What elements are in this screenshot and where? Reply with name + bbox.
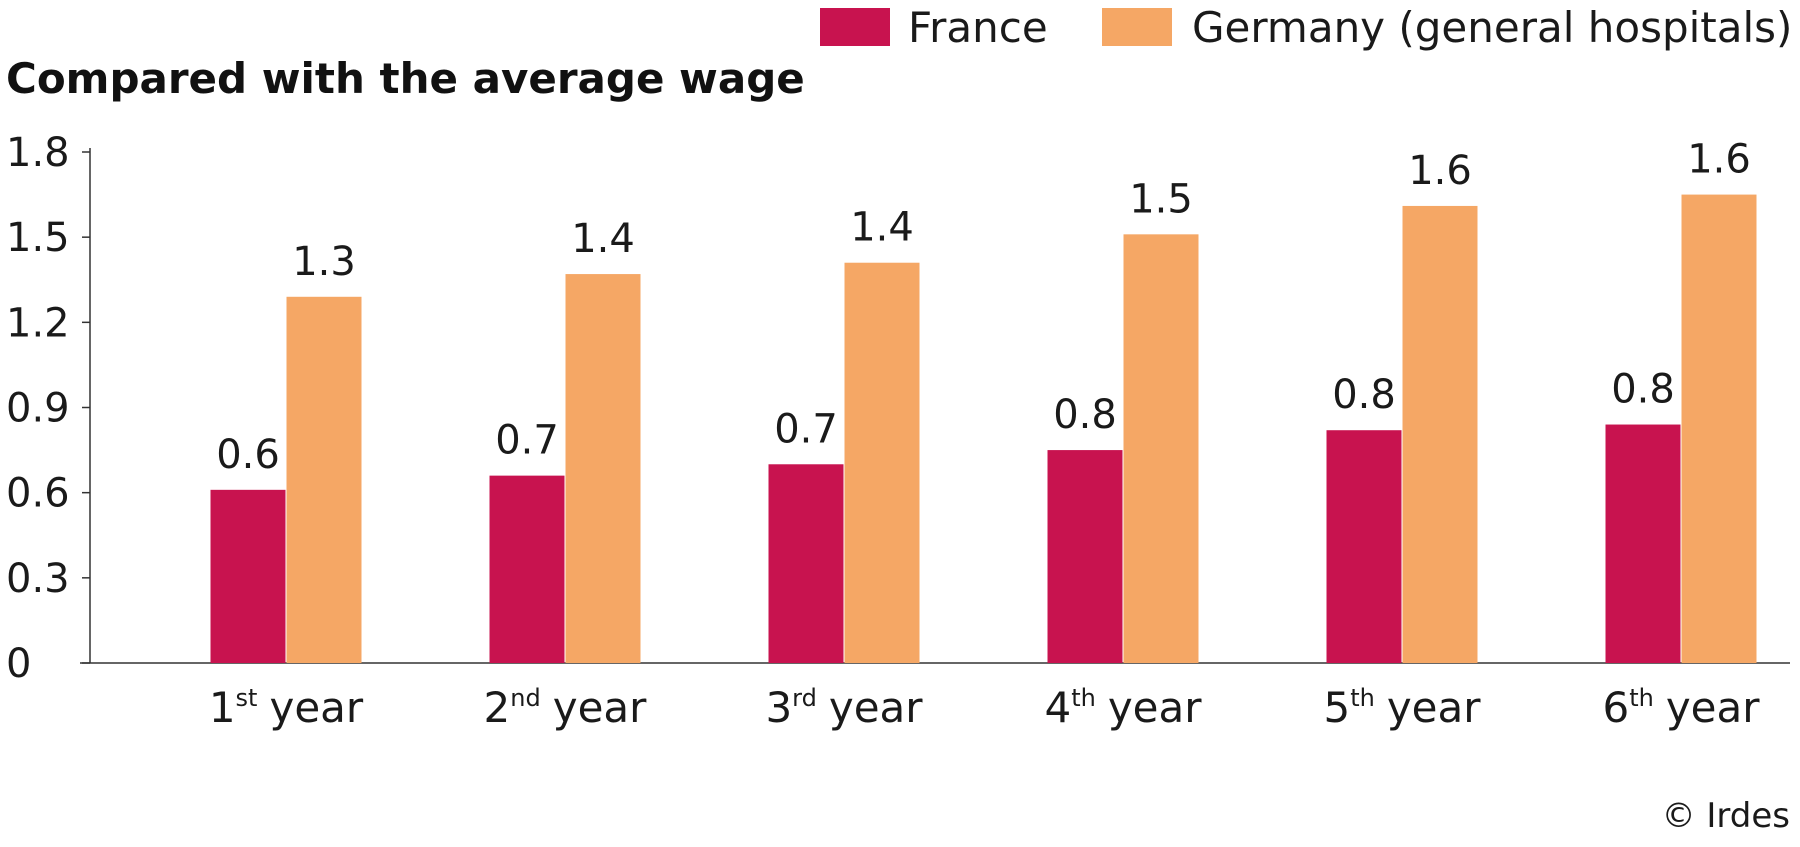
- bars: 0.6 1.3 0.7 1.4 0.7 1.4 0.8 1.5 0.8 1.6 0.8 1.6: [210, 137, 1757, 664]
- bar-germany: [565, 274, 641, 663]
- x-tick-ordinal: th: [1350, 684, 1375, 712]
- x-tick-ordinal: th: [1071, 684, 1096, 712]
- bar-germany: [1681, 194, 1757, 664]
- copyright-credit: © Irdes: [1662, 796, 1790, 836]
- data-label: 1.4: [850, 205, 914, 251]
- bar-germany: [286, 296, 362, 663]
- x-tick-word: year: [269, 683, 363, 732]
- bar-germany: [1123, 234, 1199, 664]
- y-tick-label: 1.2: [6, 300, 70, 346]
- data-label: 0.8: [1053, 392, 1117, 438]
- x-tick-ordinal: st: [236, 684, 258, 712]
- data-label: 0.8: [1611, 367, 1675, 413]
- x-tick-word: year: [1108, 683, 1202, 732]
- x-tick-word: year: [829, 683, 923, 732]
- x-tick-label: 2nd year: [484, 683, 648, 732]
- x-tick-word: year: [1666, 683, 1760, 732]
- x-tick-word: year: [1387, 683, 1481, 732]
- x-axis-labels: 1st year 2nd year 3rd year 4th year 5th year 6th ye…: [209, 683, 1760, 732]
- y-tick-label: 0.9: [6, 386, 70, 432]
- data-label: 1.6: [1687, 137, 1751, 183]
- data-label: 0.8: [1332, 372, 1396, 418]
- chart-title: Compared with the average wage: [6, 54, 805, 103]
- bar-france: [1326, 430, 1402, 663]
- legend-label-germany: Germany (general hospitals): [1192, 3, 1792, 52]
- legend-label-france: France: [908, 3, 1048, 52]
- x-tick-label: 5th year: [1323, 683, 1481, 732]
- y-tick-label: 0: [6, 641, 31, 687]
- data-label: 0.6: [216, 432, 280, 478]
- data-label: 1.4: [571, 216, 635, 262]
- bar-germany: [1402, 205, 1478, 663]
- x-tick-number: 5: [1323, 683, 1350, 732]
- x-tick-label: 3rd year: [765, 683, 923, 732]
- x-tick-number: 4: [1044, 683, 1071, 732]
- data-label: 1.3: [292, 239, 356, 285]
- x-tick-word: year: [553, 683, 647, 732]
- data-label: 1.5: [1129, 176, 1193, 222]
- x-tick-label: 1st year: [209, 683, 364, 732]
- bar-france: [1605, 424, 1681, 663]
- data-label: 0.7: [495, 418, 559, 464]
- legend: France Germany (general hospitals): [820, 3, 1792, 52]
- bar-france: [489, 475, 565, 663]
- y-axis: 0 0.3 0.6 0.9 1.2 1.5 1.8: [6, 130, 1790, 687]
- x-tick-ordinal: nd: [510, 684, 540, 712]
- bar-france: [1047, 450, 1123, 663]
- x-tick-number: 1: [209, 683, 236, 732]
- y-tick-label: 1.8: [6, 130, 70, 176]
- x-tick-label: 4th year: [1044, 683, 1202, 732]
- legend-swatch-france: [820, 8, 890, 46]
- bar-germany: [844, 262, 920, 663]
- x-tick-ordinal: th: [1629, 684, 1654, 712]
- x-tick-number: 3: [765, 683, 792, 732]
- x-tick-number: 2: [484, 683, 511, 732]
- data-label: 1.6: [1408, 148, 1472, 194]
- y-tick-label: 1.5: [6, 215, 70, 261]
- x-tick-label: 6th year: [1602, 683, 1760, 732]
- data-label: 0.7: [774, 406, 838, 452]
- y-tick-label: 0.6: [6, 471, 70, 517]
- y-tick-label: 0.3: [6, 556, 70, 602]
- x-tick-number: 6: [1602, 683, 1629, 732]
- bar-france: [768, 464, 844, 663]
- legend-swatch-germany: [1102, 8, 1172, 46]
- bar-france: [210, 489, 286, 663]
- x-tick-ordinal: rd: [792, 684, 817, 712]
